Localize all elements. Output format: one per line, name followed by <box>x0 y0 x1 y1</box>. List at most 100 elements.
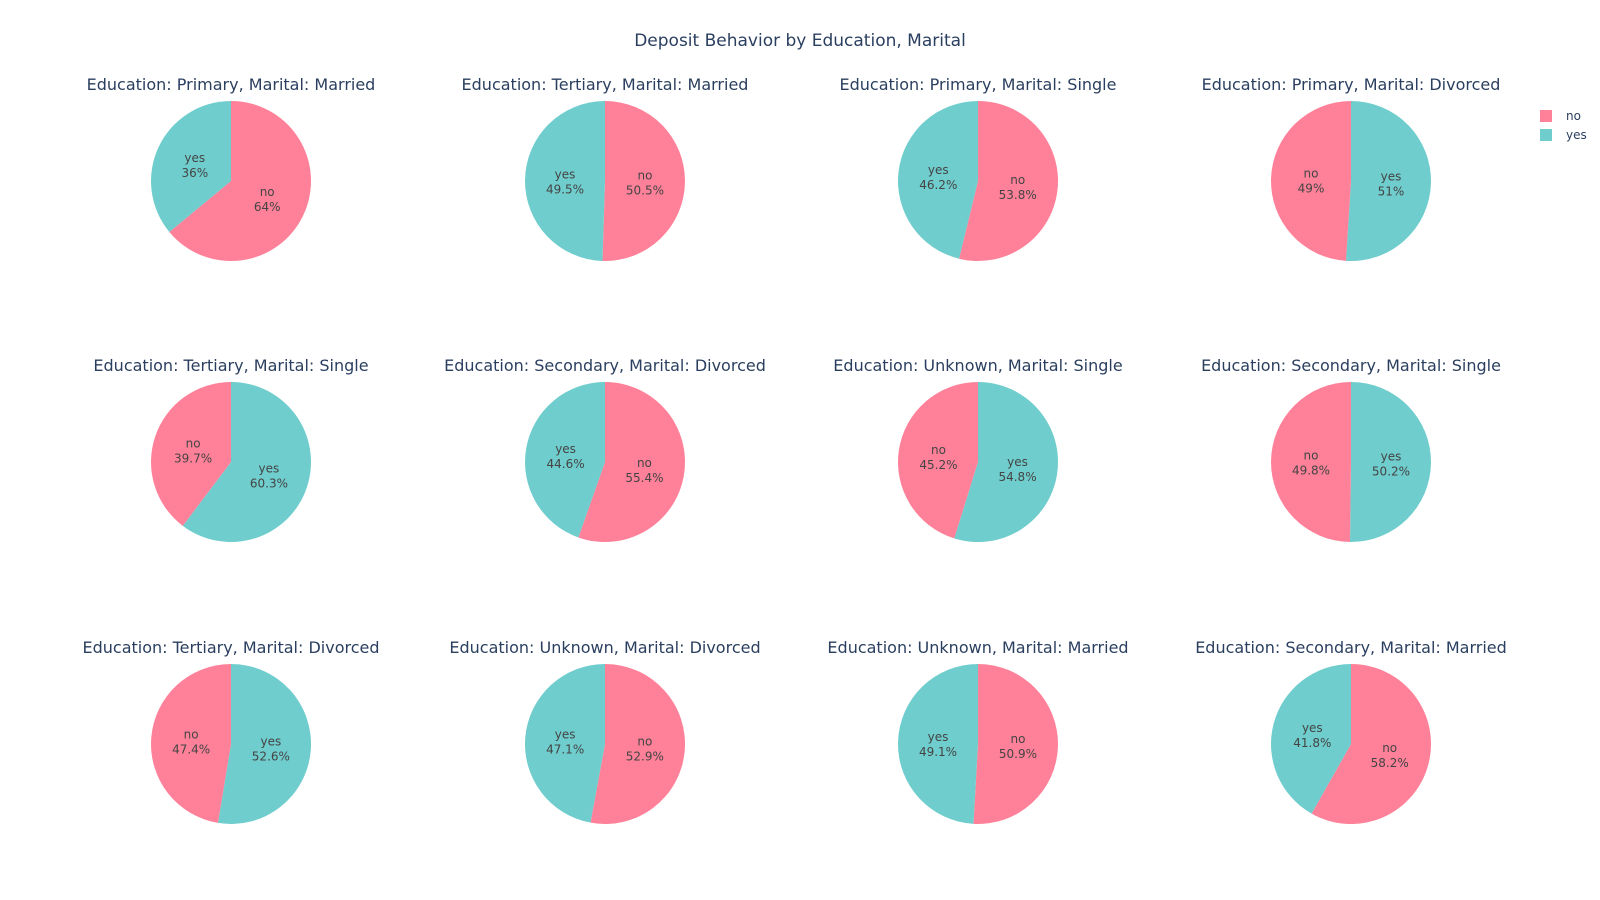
slice-label-no: no <box>638 169 653 183</box>
pie-slice-no[interactable] <box>169 101 312 262</box>
pie-slice-no[interactable] <box>1311 664 1431 824</box>
legend: no yes <box>1540 106 1587 144</box>
pie-title: Education: Unknown, Marital: Divorced <box>449 638 760 657</box>
slice-label-yes: yes <box>184 151 205 165</box>
slice-label-yes: yes <box>555 167 576 181</box>
pie-panel: Education: Primary, Marital: Married no64… <box>87 75 376 262</box>
slice-label-yes: yes <box>1007 455 1028 469</box>
slice-label-yes: yes <box>555 442 576 456</box>
pie-slice-no[interactable] <box>578 382 685 542</box>
pie-slice-yes[interactable] <box>151 101 231 232</box>
slice-label-yes: yes <box>1302 721 1323 735</box>
pie-slice-yes[interactable] <box>182 382 311 542</box>
pie-slice-yes[interactable] <box>524 382 605 538</box>
slice-percent-no: 64% <box>254 200 281 214</box>
slice-percent-yes: 36% <box>181 166 208 180</box>
pie-panel: Education: Secondary, Marital: Married no… <box>1195 638 1507 824</box>
pie-slice-no[interactable] <box>151 382 231 526</box>
slice-percent-yes: 46.2% <box>919 178 957 192</box>
slice-percent-no: 55.4% <box>625 471 663 485</box>
pie-slice-no[interactable] <box>590 664 686 825</box>
pie-panel: Education: Unknown, Marital: Single yes54… <box>833 356 1123 542</box>
legend-label-no: no <box>1566 108 1581 123</box>
slice-label-yes: yes <box>555 727 576 741</box>
pie-slice-yes[interactable] <box>897 664 978 824</box>
pie-title: Education: Unknown, Marital: Married <box>827 638 1128 657</box>
slice-percent-yes: 60.3% <box>250 477 288 491</box>
slice-percent-no: 50.9% <box>999 747 1037 761</box>
pie-slice-no[interactable] <box>973 664 1058 824</box>
slice-percent-no: 49.8% <box>1292 464 1330 478</box>
pie-slice-yes[interactable] <box>1270 664 1351 814</box>
slice-percent-no: 53.8% <box>999 188 1037 202</box>
slice-label-no: no <box>1010 173 1025 187</box>
slice-label-yes: yes <box>260 734 281 748</box>
pie-slice-yes[interactable] <box>217 663 312 824</box>
pie-title: Education: Unknown, Marital: Single <box>833 356 1122 375</box>
slice-percent-no: 52.9% <box>626 750 664 764</box>
pie-slice-yes[interactable] <box>954 382 1058 542</box>
pie-panel: Education: Secondary, Marital: Single yes… <box>1201 356 1501 542</box>
slice-percent-yes: 54.8% <box>998 470 1036 484</box>
pie-title: Education: Tertiary, Marital: Divorced <box>82 638 379 657</box>
pie-title: Education: Tertiary, Marital: Single <box>93 356 368 375</box>
legend-item-yes[interactable]: yes <box>1540 125 1587 144</box>
slice-label-no: no <box>186 436 201 450</box>
pie-title: Education: Tertiary, Marital: Married <box>462 75 749 94</box>
pie-slice-yes[interactable] <box>525 101 605 261</box>
legend-swatch-no <box>1540 109 1552 122</box>
chart-title: Deposit Behavior by Education, Marital <box>634 31 966 51</box>
slice-label-yes: yes <box>928 163 949 177</box>
slice-percent-yes: 49.1% <box>919 745 957 759</box>
slice-percent-yes: 50.2% <box>1372 464 1410 478</box>
slice-label-yes: yes <box>928 730 949 744</box>
slice-label-no: no <box>637 735 652 749</box>
slice-label-no: no <box>1382 741 1397 755</box>
pie-slice-yes[interactable] <box>1345 101 1432 261</box>
pie-slice-no[interactable] <box>897 382 978 539</box>
legend-label-yes: yes <box>1566 127 1587 142</box>
slice-percent-no: 49% <box>1298 182 1325 196</box>
slice-percent-yes: 47.1% <box>546 742 584 756</box>
pie-slice-no[interactable] <box>1270 382 1351 542</box>
slice-label-no: no <box>931 443 946 457</box>
slice-label-no: no <box>637 456 652 470</box>
slice-percent-yes: 49.5% <box>546 182 584 196</box>
legend-item-no[interactable]: no <box>1540 106 1587 125</box>
pie-panel: Education: Primary, Marital: Divorced yes… <box>1202 75 1500 261</box>
pie-title: Education: Primary, Marital: Single <box>840 75 1117 94</box>
slice-percent-no: 50.5% <box>626 184 664 198</box>
slice-label-no: no <box>1304 167 1319 181</box>
slice-label-no: no <box>1304 449 1319 463</box>
pie-title: Education: Secondary, Marital: Married <box>1195 638 1507 657</box>
pie-slice-no[interactable] <box>1271 101 1351 261</box>
slice-label-no: no <box>260 185 275 199</box>
pie-slice-yes[interactable] <box>1349 382 1431 542</box>
slice-percent-yes: 41.8% <box>1293 736 1331 750</box>
pie-panel: Education: Secondary, Marital: Divorced n… <box>444 356 766 542</box>
slice-percent-no: 39.7% <box>174 451 212 465</box>
pie-panel: Education: Primary, Marital: Single no53.… <box>840 75 1117 261</box>
pie-title: Education: Primary, Marital: Married <box>87 75 376 94</box>
slice-percent-no: 45.2% <box>919 458 957 472</box>
pie-slice-no[interactable] <box>151 664 231 823</box>
slice-label-yes: yes <box>1381 169 1402 183</box>
pie-slice-no[interactable] <box>602 101 686 261</box>
pie-panel: Education: Unknown, Marital: Divorced no5… <box>449 638 761 825</box>
slice-percent-yes: 52.6% <box>252 749 290 763</box>
pie-slice-yes[interactable] <box>525 664 605 823</box>
pie-slice-no[interactable] <box>959 101 1059 261</box>
slice-percent-no: 47.4% <box>172 743 210 757</box>
pie-title: Education: Secondary, Marital: Single <box>1201 356 1501 375</box>
slice-percent-no: 58.2% <box>1371 756 1409 770</box>
pie-title: Education: Secondary, Marital: Divorced <box>444 356 766 375</box>
slice-label-no: no <box>184 728 199 742</box>
pie-panel: Education: Tertiary, Marital: Married no5… <box>462 75 749 261</box>
pie-slice-yes[interactable] <box>898 101 978 259</box>
slice-label-yes: yes <box>1381 449 1402 463</box>
pie-panel: Education: Tertiary, Marital: Divorced ye… <box>82 638 380 824</box>
pie-panel: Education: Tertiary, Marital: Single yes6… <box>93 356 369 542</box>
pie-panel: Education: Unknown, Marital: Married no50… <box>827 638 1129 824</box>
slice-label-yes: yes <box>259 462 280 476</box>
